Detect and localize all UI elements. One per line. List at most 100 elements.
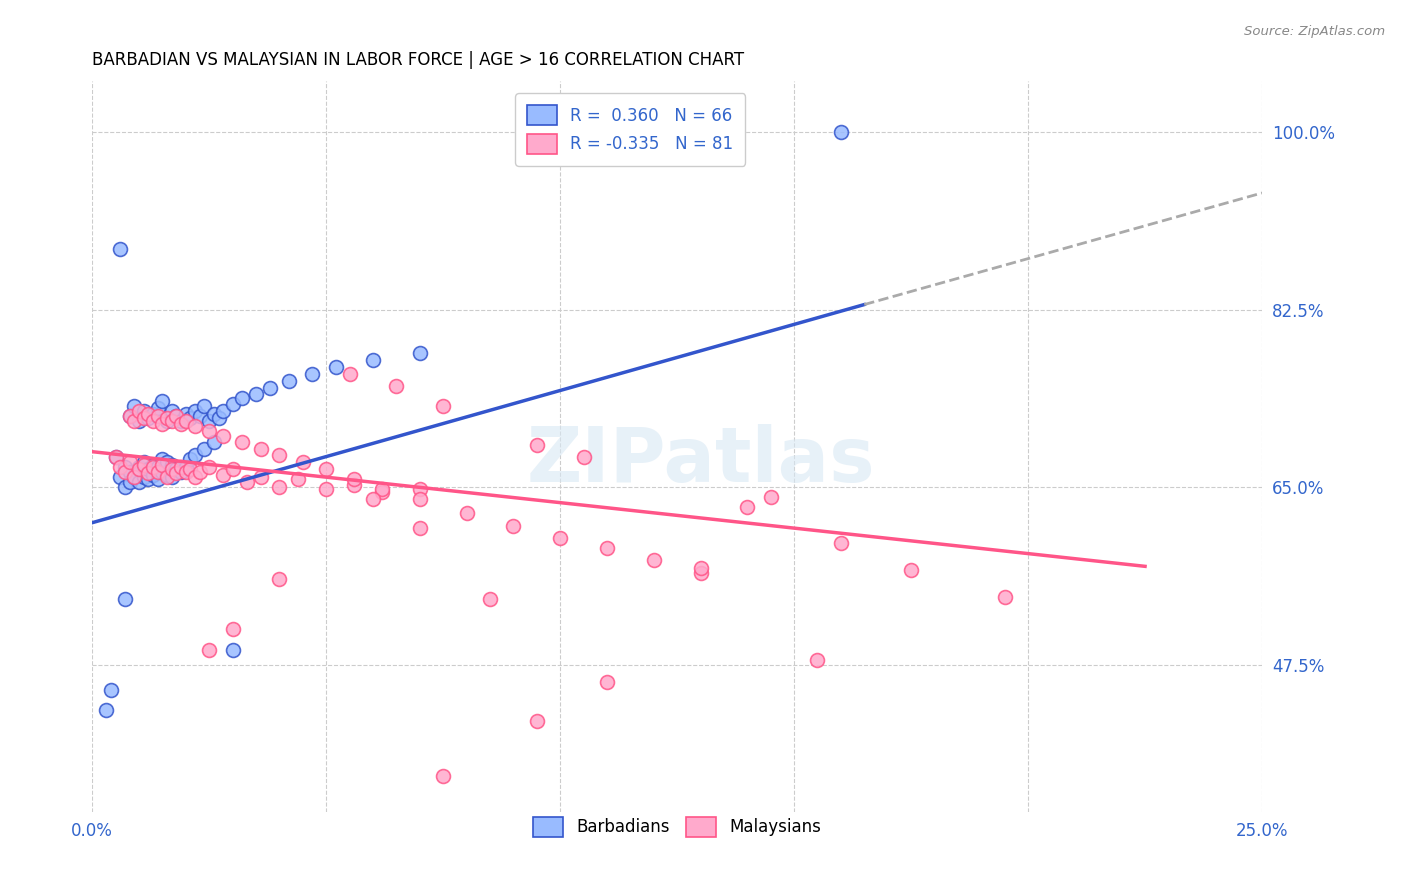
Point — [207, 411, 229, 425]
Point — [132, 470, 155, 484]
Point — [596, 541, 619, 555]
Point — [142, 458, 165, 472]
Point — [994, 590, 1017, 604]
Point — [287, 472, 309, 486]
Point — [184, 448, 207, 462]
Point — [432, 399, 454, 413]
Point — [231, 391, 253, 405]
Point — [806, 653, 828, 667]
Point — [409, 346, 432, 360]
Point — [118, 455, 141, 469]
Point — [249, 470, 271, 484]
Point — [124, 470, 146, 484]
Point — [170, 459, 193, 474]
Point — [150, 393, 173, 408]
Point — [142, 407, 165, 421]
Point — [478, 591, 501, 606]
Point — [174, 465, 197, 479]
Point — [371, 482, 394, 496]
Point — [502, 518, 524, 533]
Point — [150, 458, 173, 472]
Point — [136, 407, 159, 421]
Point — [269, 480, 291, 494]
Point — [146, 459, 169, 474]
Point — [118, 409, 141, 424]
Point — [114, 480, 136, 494]
Text: ZIPatlas: ZIPatlas — [526, 425, 875, 499]
Point — [193, 442, 215, 456]
Point — [184, 419, 207, 434]
Point — [146, 472, 169, 486]
Point — [165, 462, 187, 476]
Point — [110, 459, 132, 474]
Point — [361, 492, 384, 507]
Point — [160, 414, 183, 428]
Point — [221, 622, 243, 636]
Point — [110, 470, 132, 484]
Point — [174, 407, 197, 421]
Point — [128, 459, 150, 474]
Point — [212, 404, 235, 418]
Point — [128, 404, 150, 418]
Point — [132, 411, 155, 425]
Point — [132, 458, 155, 472]
Point — [179, 462, 201, 476]
Point — [156, 414, 179, 428]
Point — [184, 470, 207, 484]
Point — [188, 465, 211, 479]
Point — [221, 397, 243, 411]
Point — [548, 531, 571, 545]
Point — [104, 450, 127, 464]
Point — [165, 466, 187, 480]
Point — [136, 466, 159, 480]
Point — [249, 442, 271, 456]
Point — [759, 491, 782, 505]
Point — [830, 536, 852, 550]
Point — [104, 450, 127, 464]
Point — [830, 125, 852, 139]
Point — [160, 462, 183, 476]
Point — [409, 482, 432, 496]
Point — [385, 378, 408, 392]
Point — [269, 448, 291, 462]
Point — [198, 425, 221, 439]
Point — [160, 404, 183, 418]
Point — [124, 470, 146, 484]
Point — [202, 407, 225, 421]
Point — [212, 468, 235, 483]
Point — [643, 553, 665, 567]
Point — [526, 437, 548, 451]
Point — [193, 399, 215, 413]
Point — [128, 462, 150, 476]
Point — [212, 429, 235, 443]
Point — [184, 404, 207, 418]
Point — [165, 409, 187, 424]
Point — [198, 642, 221, 657]
Point — [170, 465, 193, 479]
Point — [343, 478, 366, 492]
Point — [432, 769, 454, 783]
Point — [198, 459, 221, 474]
Point — [198, 414, 221, 428]
Point — [156, 468, 179, 483]
Point — [689, 566, 711, 581]
Point — [124, 399, 146, 413]
Point — [156, 411, 179, 425]
Point — [202, 434, 225, 449]
Point — [96, 703, 118, 717]
Point — [291, 455, 314, 469]
Point — [259, 381, 281, 395]
Point — [235, 475, 257, 489]
Point — [315, 482, 337, 496]
Point — [156, 470, 179, 484]
Point — [100, 683, 122, 698]
Point — [409, 521, 432, 535]
Point — [150, 465, 173, 479]
Point — [277, 374, 299, 388]
Point — [325, 360, 347, 375]
Point — [269, 572, 291, 586]
Point — [132, 455, 155, 469]
Point — [174, 459, 197, 474]
Point — [456, 506, 478, 520]
Text: Source: ZipAtlas.com: Source: ZipAtlas.com — [1244, 25, 1385, 38]
